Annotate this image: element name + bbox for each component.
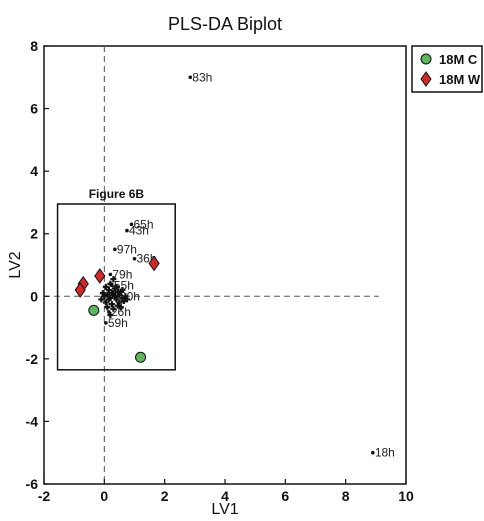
loading-point — [129, 222, 134, 227]
loading-point — [113, 296, 120, 303]
score-point-18m-c — [135, 351, 147, 363]
scores-layer — [74, 255, 160, 363]
figure-6b-region: Figure 6B — [56, 187, 176, 371]
x-tick-label: 10 — [398, 488, 414, 504]
loading-label: 83h — [192, 70, 212, 84]
x-tick-label: 6 — [281, 488, 289, 504]
loading-label: 26h — [111, 305, 131, 319]
loading-point — [188, 75, 193, 80]
loading-point — [110, 276, 117, 283]
loading-point — [107, 310, 111, 314]
reference-lines — [44, 46, 379, 484]
loading-point — [102, 283, 109, 290]
legend: 18M C 18M W — [411, 45, 483, 93]
y-axis-title: LV2 — [7, 251, 24, 278]
y-tick-label: 6 — [30, 101, 38, 117]
score-point-18m-w — [94, 268, 106, 284]
y-tick-label: -4 — [26, 413, 39, 429]
loading-point — [102, 299, 109, 306]
loading-point — [116, 299, 123, 306]
loading-point — [110, 283, 114, 288]
loading-label: 18h — [375, 446, 395, 460]
loading-label: 55h — [114, 278, 134, 292]
legend-box — [411, 45, 483, 93]
loading-label: 43h — [129, 224, 149, 238]
chart-title: PLS-DA Biplot — [168, 14, 282, 34]
score-point-18m-c — [88, 304, 100, 316]
figure-6b-box — [56, 203, 176, 371]
loading-point — [123, 296, 130, 303]
loading-label: 97h — [117, 242, 137, 256]
loading-point — [104, 321, 108, 325]
loading-point — [108, 301, 115, 308]
x-tick-label: 4 — [221, 488, 229, 504]
y-tick-label: -2 — [26, 351, 39, 367]
loading-point — [116, 294, 120, 299]
legend-marker — [420, 71, 432, 87]
loading-point — [104, 291, 111, 298]
loading-point — [114, 288, 121, 295]
plot-area-frame — [43, 45, 407, 485]
loading-point — [105, 287, 112, 294]
y-tick-label: 2 — [30, 226, 38, 242]
loading-label: 20h — [120, 289, 140, 303]
loading-point — [105, 296, 112, 303]
score-point-18m-w — [148, 255, 160, 272]
loading-point — [104, 304, 111, 311]
loading-point — [119, 287, 126, 294]
score-point-18m-w — [74, 282, 86, 298]
loading-label: 79h — [112, 267, 132, 281]
y-tick-label: -6 — [26, 476, 39, 492]
loading-point — [113, 247, 117, 252]
loading-label: 65h — [133, 217, 153, 231]
x-tick-label: 2 — [161, 488, 169, 504]
loading-point — [117, 304, 124, 311]
x-tick-label: 8 — [342, 488, 350, 504]
legend-entry-label: 18M C — [439, 52, 478, 67]
loading-point — [371, 450, 375, 455]
loading-point — [107, 312, 114, 319]
legend-marker — [420, 53, 432, 65]
loading-point — [125, 228, 129, 233]
x-tick-label: 0 — [100, 488, 108, 504]
loading-point — [98, 296, 105, 303]
axis-ticks: -2 0 2 4 6 8 10 -6 -4 -2 0 2 4 6 8 — [26, 38, 414, 504]
y-tick-label: 0 — [30, 288, 38, 304]
loading-point — [108, 272, 113, 277]
loading-point — [122, 293, 129, 300]
loading-point — [99, 290, 106, 297]
x-axis-title: LV1 — [211, 501, 238, 518]
loading-point — [113, 283, 120, 290]
loading-label: 59h — [108, 316, 128, 330]
loading-point — [110, 305, 117, 312]
y-tick-label: 4 — [30, 163, 38, 179]
x-tick-label: -2 — [38, 488, 51, 504]
figure-6b-label: Figure 6B — [89, 187, 145, 201]
legend-entry-label: 18M W — [439, 72, 481, 87]
loading-point — [132, 256, 137, 261]
y-tick-label: 8 — [30, 38, 38, 54]
loading-point — [108, 290, 115, 297]
